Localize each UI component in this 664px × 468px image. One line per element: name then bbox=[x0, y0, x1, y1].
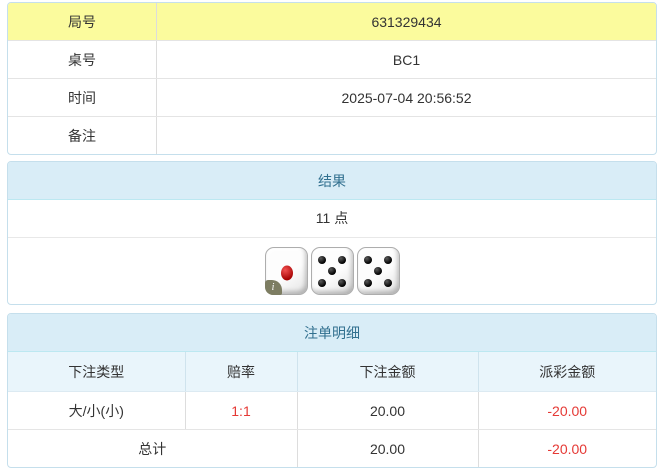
payout-value: -20.00 bbox=[478, 391, 656, 430]
die-2 bbox=[310, 247, 354, 295]
result-points: 11 点 bbox=[8, 200, 656, 238]
table-id-label: 桌号 bbox=[8, 40, 157, 79]
round-id-label: 局号 bbox=[8, 3, 157, 41]
col-bet-amount: 下注金额 bbox=[297, 352, 479, 392]
die-pip bbox=[328, 267, 336, 275]
table-id-value: BC1 bbox=[156, 40, 656, 79]
die-pip bbox=[383, 255, 392, 264]
info-row-time: 时间 2025-07-04 20:56:52 bbox=[8, 78, 656, 117]
die-pip bbox=[337, 255, 346, 264]
time-value: 2025-07-04 20:56:52 bbox=[156, 78, 656, 117]
bet-details-title: 注单明细 bbox=[8, 314, 656, 352]
remark-label: 备注 bbox=[8, 116, 157, 154]
total-row: 总计 20.00 -20.00 bbox=[8, 429, 656, 467]
die-pip bbox=[318, 255, 327, 264]
die-red-pip bbox=[281, 265, 294, 281]
info-badge-icon[interactable]: i bbox=[264, 280, 282, 295]
die-pip bbox=[337, 278, 346, 287]
info-row-remark: 备注 bbox=[8, 116, 657, 155]
round-id-value: 631329434 bbox=[156, 3, 656, 41]
bet-details-panel: 注单明细 下注类型 赔率 下注金额 派彩金额 大/小(小) 1:1 20.00 … bbox=[7, 313, 657, 468]
total-bet-amount: 20.00 bbox=[297, 429, 479, 467]
game-info-table: 局号 631329434 桌号 BC1 时间 2025-07-04 20:56:… bbox=[8, 3, 656, 154]
remark-value bbox=[157, 117, 657, 155]
total-label: 总计 bbox=[8, 429, 298, 467]
die-3 bbox=[356, 247, 400, 295]
die-1: i bbox=[264, 247, 308, 295]
col-payout-amount: 派彩金额 bbox=[478, 352, 656, 392]
time-label: 时间 bbox=[8, 78, 157, 117]
total-payout: -20.00 bbox=[547, 440, 588, 457]
info-row-table-id: 桌号 BC1 bbox=[8, 40, 656, 79]
die-pip bbox=[383, 278, 392, 287]
odds-value: 1:1 bbox=[185, 391, 298, 430]
info-row-round-id: 局号 631329434 bbox=[8, 3, 656, 41]
die-pip bbox=[364, 278, 373, 287]
die-pip bbox=[374, 267, 382, 275]
result-panel-title: 结果 bbox=[8, 162, 656, 200]
bet-details-table: 下注类型 赔率 下注金额 派彩金额 大/小(小) 1:1 20.00 -20.0… bbox=[8, 352, 656, 467]
dice-row: i bbox=[8, 238, 656, 304]
game-info-panel: 局号 631329434 桌号 BC1 时间 2025-07-04 20:56:… bbox=[7, 2, 657, 155]
bet-header-row: 下注类型 赔率 下注金额 派彩金额 bbox=[8, 352, 656, 392]
result-panel: 结果 11 点 i bbox=[7, 161, 657, 305]
bet-type-value: 大/小(小) bbox=[8, 391, 186, 430]
col-odds: 赔率 bbox=[185, 352, 298, 392]
die-pip bbox=[318, 278, 327, 287]
die-pip bbox=[364, 255, 373, 264]
col-bet-type: 下注类型 bbox=[8, 352, 186, 392]
bet-row: 大/小(小) 1:1 20.00 -20.00 bbox=[8, 391, 656, 430]
bet-amount-value: 20.00 bbox=[297, 391, 479, 430]
